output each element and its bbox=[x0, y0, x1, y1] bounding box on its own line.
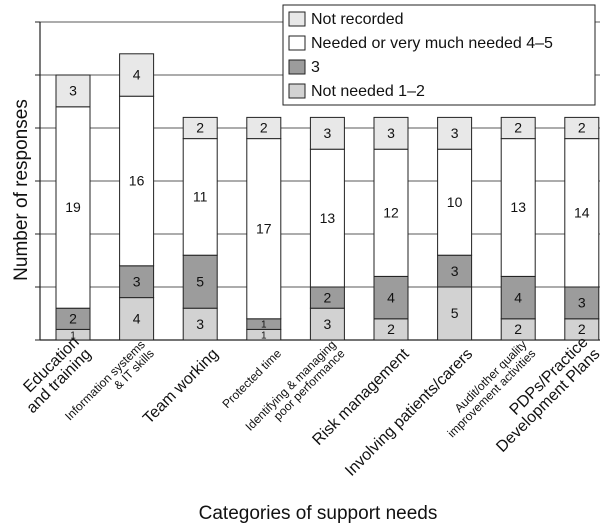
legend-box bbox=[282, 4, 596, 106]
legend-label: 3 bbox=[311, 59, 320, 76]
legend-swatch bbox=[288, 59, 306, 75]
value-label: 2 bbox=[69, 311, 77, 327]
bar-segment bbox=[182, 254, 218, 309]
legend-swatch bbox=[288, 35, 306, 51]
x-tick-label: Involving patients/carers bbox=[342, 346, 476, 480]
bar-segment bbox=[500, 116, 536, 140]
value-label: 3 bbox=[578, 295, 586, 311]
bar-segment bbox=[119, 95, 155, 267]
value-label: 17 bbox=[256, 220, 272, 236]
value-label: 3 bbox=[324, 125, 332, 141]
bar-segment bbox=[373, 116, 409, 150]
bar-segment bbox=[182, 307, 218, 341]
value-label: 4 bbox=[133, 311, 141, 327]
value-label: 2 bbox=[196, 120, 204, 136]
bar-segment bbox=[55, 74, 91, 108]
value-label: 13 bbox=[320, 210, 336, 226]
value-label: 16 bbox=[129, 173, 145, 189]
bar-segment bbox=[119, 53, 155, 97]
value-label: 3 bbox=[196, 316, 204, 332]
value-label: 2 bbox=[324, 289, 332, 305]
value-label: 19 bbox=[65, 199, 81, 215]
legend-label: Not needed 1–2 bbox=[311, 83, 425, 100]
value-label: 3 bbox=[451, 263, 459, 279]
x-axis-title: Categories of support needs bbox=[199, 503, 438, 524]
value-label: 3 bbox=[324, 316, 332, 332]
bar-segment bbox=[437, 286, 473, 341]
value-label: 4 bbox=[514, 289, 522, 305]
value-label: 11 bbox=[193, 189, 208, 205]
value-label: 5 bbox=[196, 273, 204, 289]
value-label: 3 bbox=[387, 125, 395, 141]
value-label: 3 bbox=[69, 83, 77, 99]
value-label: 3 bbox=[133, 273, 141, 289]
bar-segment bbox=[119, 297, 155, 341]
bar-segment bbox=[246, 138, 282, 320]
value-label: 3 bbox=[451, 125, 459, 141]
bar-segment bbox=[182, 138, 218, 256]
value-label: 2 bbox=[514, 120, 522, 136]
bar-segment bbox=[500, 138, 536, 277]
bar-segment bbox=[309, 116, 345, 150]
value-label: 14 bbox=[574, 205, 590, 221]
y-axis-title: Number of responses bbox=[11, 99, 32, 281]
legend-label: Not recorded bbox=[311, 11, 404, 28]
value-label: 13 bbox=[510, 199, 526, 215]
value-label: 2 bbox=[578, 321, 586, 337]
value-label: 5 bbox=[451, 305, 459, 321]
value-label: 2 bbox=[260, 120, 268, 136]
bar-segment bbox=[373, 275, 409, 320]
bar-segment bbox=[564, 116, 600, 140]
value-label: 2 bbox=[387, 321, 395, 337]
legend-swatch bbox=[288, 83, 306, 99]
value-label: 2 bbox=[514, 321, 522, 337]
bar-segment bbox=[437, 116, 473, 150]
bar-segment bbox=[500, 275, 536, 320]
value-label: 10 bbox=[447, 194, 463, 210]
bar-segment bbox=[246, 116, 282, 140]
value-label: 2 bbox=[578, 120, 586, 136]
legend-swatch bbox=[288, 11, 306, 27]
bar-segment bbox=[182, 116, 218, 140]
value-label: 4 bbox=[133, 67, 141, 83]
bar-segment bbox=[55, 106, 91, 309]
value-label: 1 bbox=[261, 330, 267, 341]
value-label: 4 bbox=[387, 289, 395, 305]
value-label: 1 bbox=[261, 320, 267, 331]
value-label: 1 bbox=[70, 330, 76, 341]
value-label: 12 bbox=[383, 205, 399, 221]
bar-segment bbox=[373, 148, 409, 277]
legend-label: Needed or very much needed 4–5 bbox=[311, 35, 553, 52]
bar-segment bbox=[119, 265, 155, 299]
